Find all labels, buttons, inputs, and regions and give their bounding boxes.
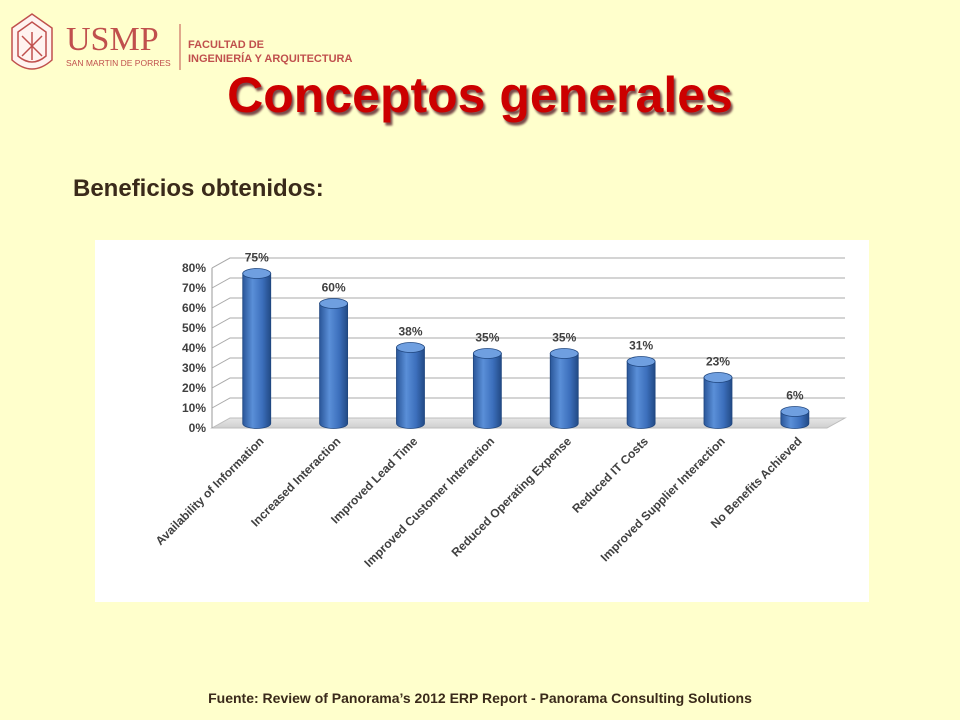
data-label: 31%	[629, 339, 653, 353]
bar-top	[703, 372, 733, 383]
bar-top	[626, 356, 656, 367]
data-label: 35%	[475, 331, 499, 345]
logo-brand: USMP	[66, 21, 159, 58]
faculty-line1: FACULTAD DE	[188, 39, 264, 51]
bar-body	[626, 361, 656, 429]
bar-body	[319, 303, 349, 429]
bar	[703, 372, 733, 429]
gridline	[211, 377, 845, 389]
y-tick-label: 40%	[182, 341, 206, 355]
bar-body	[242, 273, 272, 429]
bar	[319, 298, 349, 429]
usmp-logo-graphic: USMP SAN MARTIN DE PORRES FACULTAD DE IN…	[11, 13, 352, 70]
slide-title: Conceptos generales	[227, 67, 733, 123]
x-tick-label: Improved Customer Interaction	[361, 434, 497, 570]
faculty-line2: INGENIERÍA Y ARQUITECTURA	[188, 52, 352, 65]
data-label: 23%	[706, 355, 730, 369]
y-tick-label: 20%	[182, 381, 206, 395]
bar-body	[703, 377, 733, 429]
data-label: 60%	[322, 281, 346, 295]
y-tick-label: 30%	[182, 361, 206, 375]
bar-top	[396, 342, 425, 353]
bar-body	[472, 353, 502, 429]
bar	[242, 268, 272, 429]
bar-top	[242, 268, 272, 279]
bar-top	[472, 348, 502, 359]
bar-top	[780, 406, 810, 417]
bar	[549, 348, 579, 429]
x-tick-label: Improved Supplier Interaction	[598, 434, 728, 564]
usmp-logo: USMP SAN MARTIN DE PORRES FACULTAD DE IN…	[8, 10, 368, 80]
y-tick-label: 70%	[182, 281, 206, 295]
gridline	[211, 357, 845, 369]
gridline	[211, 297, 845, 309]
source-note: Fuente: Review of Panorama’s 2012 ERP Re…	[208, 690, 752, 706]
bar-chart-svg: 0% 10% 20% 30% 40% 50% 60% 70% 80% 75% 60% 38% 35% 3…	[153, 251, 847, 570]
data-label: 75%	[245, 251, 269, 265]
x-tick-label: Reduced IT Costs	[569, 434, 651, 516]
y-tick-label: 50%	[182, 321, 206, 335]
logo-university: SAN MARTIN DE PORRES	[66, 58, 171, 68]
y-tick-label: 80%	[182, 261, 206, 275]
bar	[780, 406, 810, 429]
bar	[396, 342, 425, 429]
bar	[472, 348, 502, 429]
gridline	[211, 277, 845, 289]
slide-subtitle: Beneficios obtenidos:	[73, 175, 324, 202]
bar-body	[396, 347, 425, 429]
y-tick-label: 10%	[182, 401, 206, 415]
bar-chart: 0% 10% 20% 30% 40% 50% 60% 70% 80% 75% 60% 38% 35% 3…	[95, 240, 869, 602]
bar-body	[549, 353, 579, 429]
gridline	[211, 317, 845, 329]
data-label: 38%	[398, 325, 422, 339]
data-label: 6%	[786, 389, 804, 403]
data-label: 35%	[552, 331, 576, 345]
gridline	[211, 337, 845, 349]
bar-top	[319, 298, 349, 309]
gridline	[211, 397, 845, 409]
y-tick-label: 60%	[182, 301, 206, 315]
bar	[626, 356, 656, 429]
x-tick-label: Improved Lead Time	[328, 434, 420, 526]
x-tick-label: Availability of Information	[153, 434, 267, 548]
y-tick-label: 0%	[189, 421, 207, 435]
chart-floor	[210, 417, 847, 429]
bar-top	[549, 348, 579, 359]
gridline	[211, 257, 845, 269]
